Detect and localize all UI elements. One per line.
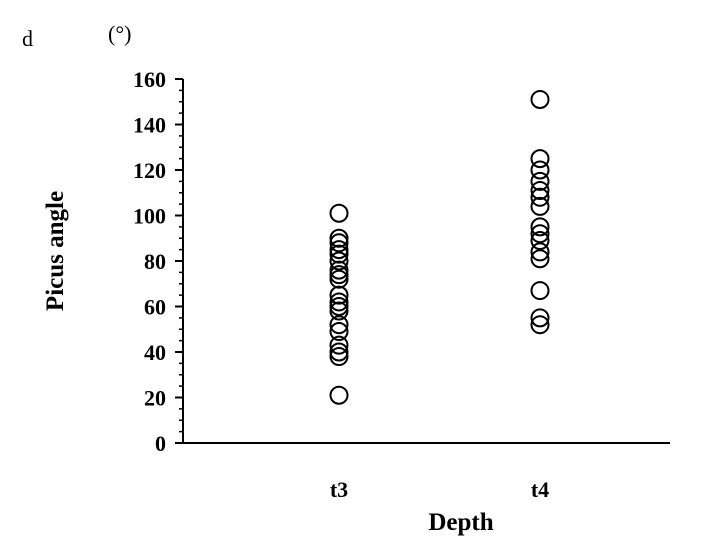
y-axis-ticks: 0 20 40 60 80 100 120 140 160 xyxy=(133,67,183,456)
data-point-t3 xyxy=(329,322,349,342)
data-point-t3 xyxy=(329,260,349,280)
y-tick-label: 100 xyxy=(133,204,166,229)
data-point-t3 xyxy=(329,228,349,248)
data-point-t3 xyxy=(329,347,349,367)
data-point-t4 xyxy=(530,180,550,200)
data-point-t3 xyxy=(329,233,349,253)
data-point-t4 xyxy=(530,249,550,269)
x-tick-label-t3: t3 xyxy=(330,477,348,502)
data-point-t3 xyxy=(329,285,349,305)
data-point-t3 xyxy=(329,297,349,316)
x-axis-title: Depth xyxy=(428,509,493,536)
data-point-t3 xyxy=(329,203,349,223)
x-tick-label-t4: t4 xyxy=(531,477,549,502)
data-point-t4 xyxy=(530,281,550,301)
y-tick-label: 160 xyxy=(133,67,166,92)
y-tick-label: 0 xyxy=(155,431,166,456)
data-points xyxy=(329,89,550,405)
data-point-t4 xyxy=(530,308,550,328)
y-tick-label: 40 xyxy=(144,340,166,365)
data-point-t4 xyxy=(530,187,550,207)
data-point-t3 xyxy=(329,385,349,405)
y-axis-title: Picus angle xyxy=(42,191,69,311)
data-point-t3 xyxy=(329,335,349,355)
data-point-t3 xyxy=(329,342,349,362)
data-point-t4 xyxy=(530,89,550,109)
x-axis-ticks: t3 t4 xyxy=(330,477,549,502)
data-point-t3 xyxy=(329,251,349,271)
data-point-t4 xyxy=(530,171,550,191)
y-tick-label: 120 xyxy=(133,158,166,183)
data-point-t4 xyxy=(530,149,550,169)
unit-label: (°) xyxy=(108,21,131,46)
y-tick-label: 20 xyxy=(144,386,166,411)
y-tick-label: 140 xyxy=(133,113,166,138)
data-point-t3 xyxy=(329,315,349,335)
data-point-t3 xyxy=(329,240,349,260)
data-point-t3 xyxy=(329,244,349,264)
data-point-t3 xyxy=(329,265,349,285)
data-point-t4 xyxy=(530,160,550,180)
data-point-t3 xyxy=(329,269,349,289)
data-point-t3 xyxy=(329,301,349,321)
data-point-t4 xyxy=(530,231,550,251)
data-point-t4 xyxy=(530,217,550,237)
y-tick-label: 80 xyxy=(144,249,166,274)
data-point-t4 xyxy=(530,196,550,216)
data-point-t4 xyxy=(530,224,550,244)
data-point-t4 xyxy=(530,315,550,335)
panel-label: d xyxy=(22,26,33,51)
y-tick-label: 60 xyxy=(144,295,166,320)
data-point-t4 xyxy=(530,242,550,262)
data-point-t3 xyxy=(329,292,349,312)
